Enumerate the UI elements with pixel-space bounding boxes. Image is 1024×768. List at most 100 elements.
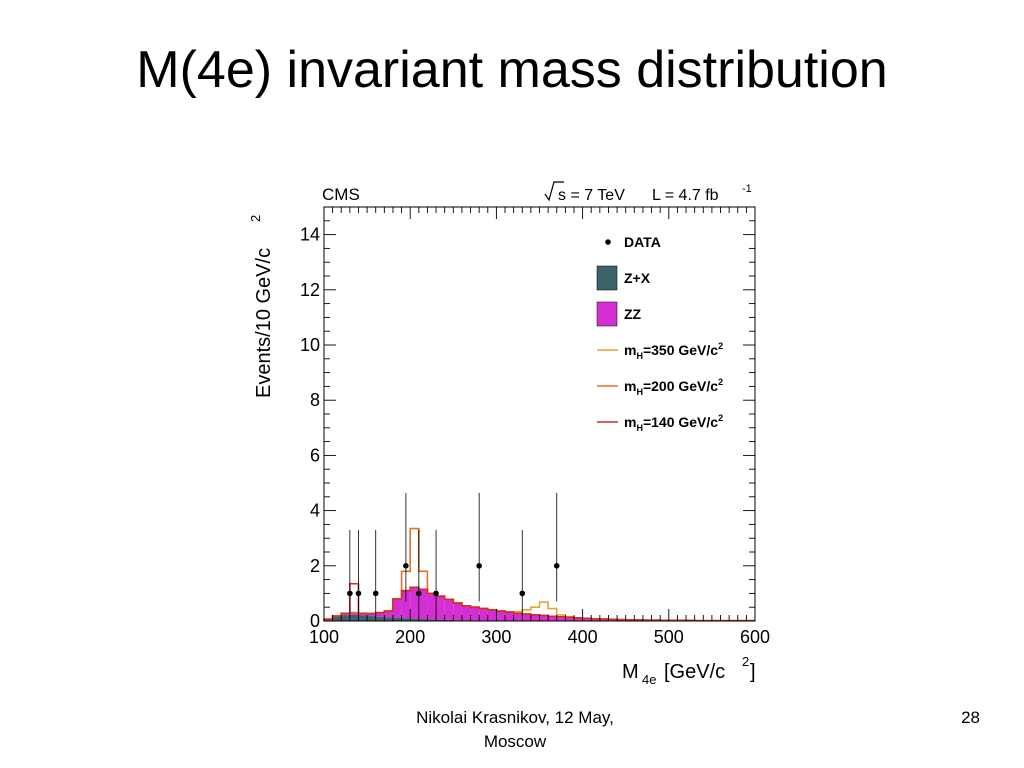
data-point bbox=[433, 590, 439, 597]
zz-bar bbox=[341, 613, 350, 616]
slide-title: M(4e) invariant mass distribution bbox=[136, 41, 888, 99]
zz-bar bbox=[367, 613, 376, 617]
x-tick-label: 300 bbox=[481, 627, 511, 647]
y-axis-title-exp: 2 bbox=[248, 215, 263, 222]
x-axis-title-close: ] bbox=[750, 661, 756, 683]
x-tick-label: 500 bbox=[654, 627, 684, 647]
zz-bar bbox=[539, 615, 549, 621]
zz-bar bbox=[591, 618, 600, 621]
zz-bar bbox=[522, 614, 531, 621]
luminosity-label: L = 4.7 fb -1 bbox=[652, 183, 752, 204]
data-point bbox=[553, 563, 560, 569]
x-tick-label: 100 bbox=[309, 627, 339, 647]
data-point bbox=[416, 590, 422, 597]
zx-bar bbox=[444, 619, 454, 621]
y-axis-title: Events/10 GeV/c 2 bbox=[248, 215, 275, 398]
zz-bar bbox=[358, 613, 368, 616]
signal-lines-layer bbox=[323, 527, 755, 622]
y-tick-label: 8 bbox=[310, 390, 320, 410]
zz-bar bbox=[599, 619, 609, 621]
zz-bar bbox=[496, 611, 506, 621]
zz-bar bbox=[436, 596, 445, 620]
zz-bar bbox=[392, 598, 402, 618]
legend-label-mh140: mH=140 GeV/c2 bbox=[624, 413, 723, 433]
legend-label-mh350: mH=350 GeV/c2 bbox=[624, 341, 723, 361]
zx-bar bbox=[358, 615, 368, 621]
zz-bar bbox=[565, 617, 574, 621]
legend-label-zz: ZZ bbox=[624, 306, 642, 322]
zz-bar bbox=[427, 593, 437, 620]
zx-bar bbox=[401, 618, 411, 621]
zz-bar bbox=[513, 613, 523, 621]
footer-author-line1: Nikolai Krasnikov, 12 May, bbox=[416, 708, 614, 727]
y-tick-label: 4 bbox=[310, 501, 320, 521]
mass-distribution-chart: 100 200 300 400 500 600 0 2 4 6 8 10 12 14 DATA Z+X ZZ m… bbox=[248, 181, 770, 687]
zx-bar bbox=[349, 614, 359, 621]
y-tick-label: 6 bbox=[310, 445, 320, 465]
legend-label-zx: Z+X bbox=[624, 270, 651, 286]
zx-bar bbox=[341, 615, 350, 621]
energy-label: s = 7 TeV bbox=[544, 181, 625, 204]
x-axis-title-sub: 4e bbox=[642, 672, 656, 687]
zz-bar bbox=[505, 612, 514, 621]
x-axis-title-main: M bbox=[622, 661, 639, 683]
zx-bar bbox=[375, 616, 385, 621]
data-point bbox=[355, 590, 362, 597]
y-tick-label: 14 bbox=[300, 225, 320, 245]
zz-bar bbox=[444, 599, 454, 620]
y-axis-title-main: Events/10 GeV/c bbox=[253, 248, 275, 398]
y-tick-label: 12 bbox=[300, 280, 320, 300]
lumi-text: L = 4.7 fb bbox=[652, 187, 719, 204]
data-point bbox=[403, 563, 409, 569]
zz-bar bbox=[573, 617, 583, 621]
x-tick-label: 200 bbox=[395, 627, 425, 647]
data-point bbox=[372, 590, 379, 597]
zx-bar bbox=[427, 619, 437, 621]
x-tick-label: 400 bbox=[568, 627, 598, 647]
data-point bbox=[347, 590, 353, 597]
zz-bar bbox=[375, 612, 385, 617]
legend-label-data: DATA bbox=[624, 234, 661, 250]
zz-bar bbox=[530, 614, 540, 621]
x-axis-title-unit: [GeV/c bbox=[664, 661, 725, 683]
y-tick-label: 0 bbox=[310, 611, 320, 631]
zz-bar bbox=[479, 608, 488, 621]
zz-bar bbox=[548, 616, 557, 621]
legend-box-zx bbox=[596, 265, 618, 291]
zz-bar bbox=[384, 611, 393, 618]
y-tick-label: 2 bbox=[310, 556, 320, 576]
legend-box-zz bbox=[596, 301, 618, 327]
axes-layer: 100 200 300 400 500 600 0 2 4 6 8 10 12 14 bbox=[300, 206, 770, 647]
zz-bar bbox=[401, 590, 411, 619]
zx-bar bbox=[332, 616, 342, 621]
zx-bar bbox=[384, 617, 393, 621]
data-points-layer bbox=[347, 492, 560, 617]
footer-author: Nikolai Krasnikov, 12 May, Moscow bbox=[390, 706, 640, 754]
experiment-label: CMS bbox=[322, 185, 360, 204]
mh140-line bbox=[323, 582, 755, 622]
legend-marker-data bbox=[605, 239, 611, 245]
legend-label-mh200: mH=200 GeV/c2 bbox=[624, 377, 723, 397]
footer-author-line2: Moscow bbox=[483, 732, 547, 751]
zx-bar bbox=[418, 619, 428, 621]
zz-bar bbox=[461, 605, 471, 621]
zz-bar bbox=[582, 618, 592, 621]
y-tick-label: 10 bbox=[300, 335, 320, 355]
legend: DATA Z+X ZZ mH=350 GeV/c2 mH=200 GeV/c2 mH=14… bbox=[596, 234, 723, 433]
zz-bar bbox=[556, 616, 566, 621]
zz-bar bbox=[608, 619, 618, 621]
zz-bar bbox=[470, 607, 480, 621]
zx-bar bbox=[436, 619, 445, 621]
zz-bar bbox=[418, 589, 428, 620]
sqrt-symbol bbox=[544, 181, 564, 202]
zz-bar bbox=[487, 609, 497, 621]
energy-text: s = 7 TeV bbox=[558, 187, 625, 204]
zx-bar bbox=[410, 618, 419, 621]
zz-bar bbox=[453, 603, 462, 621]
x-axis-title-unit-exp: 2 bbox=[742, 654, 749, 669]
zx-bar bbox=[367, 616, 376, 621]
x-axis-title: M 4e [GeV/c 2 ] bbox=[622, 654, 756, 687]
zz-bar bbox=[349, 612, 359, 615]
zx-bar bbox=[392, 617, 402, 621]
data-point bbox=[476, 563, 482, 569]
